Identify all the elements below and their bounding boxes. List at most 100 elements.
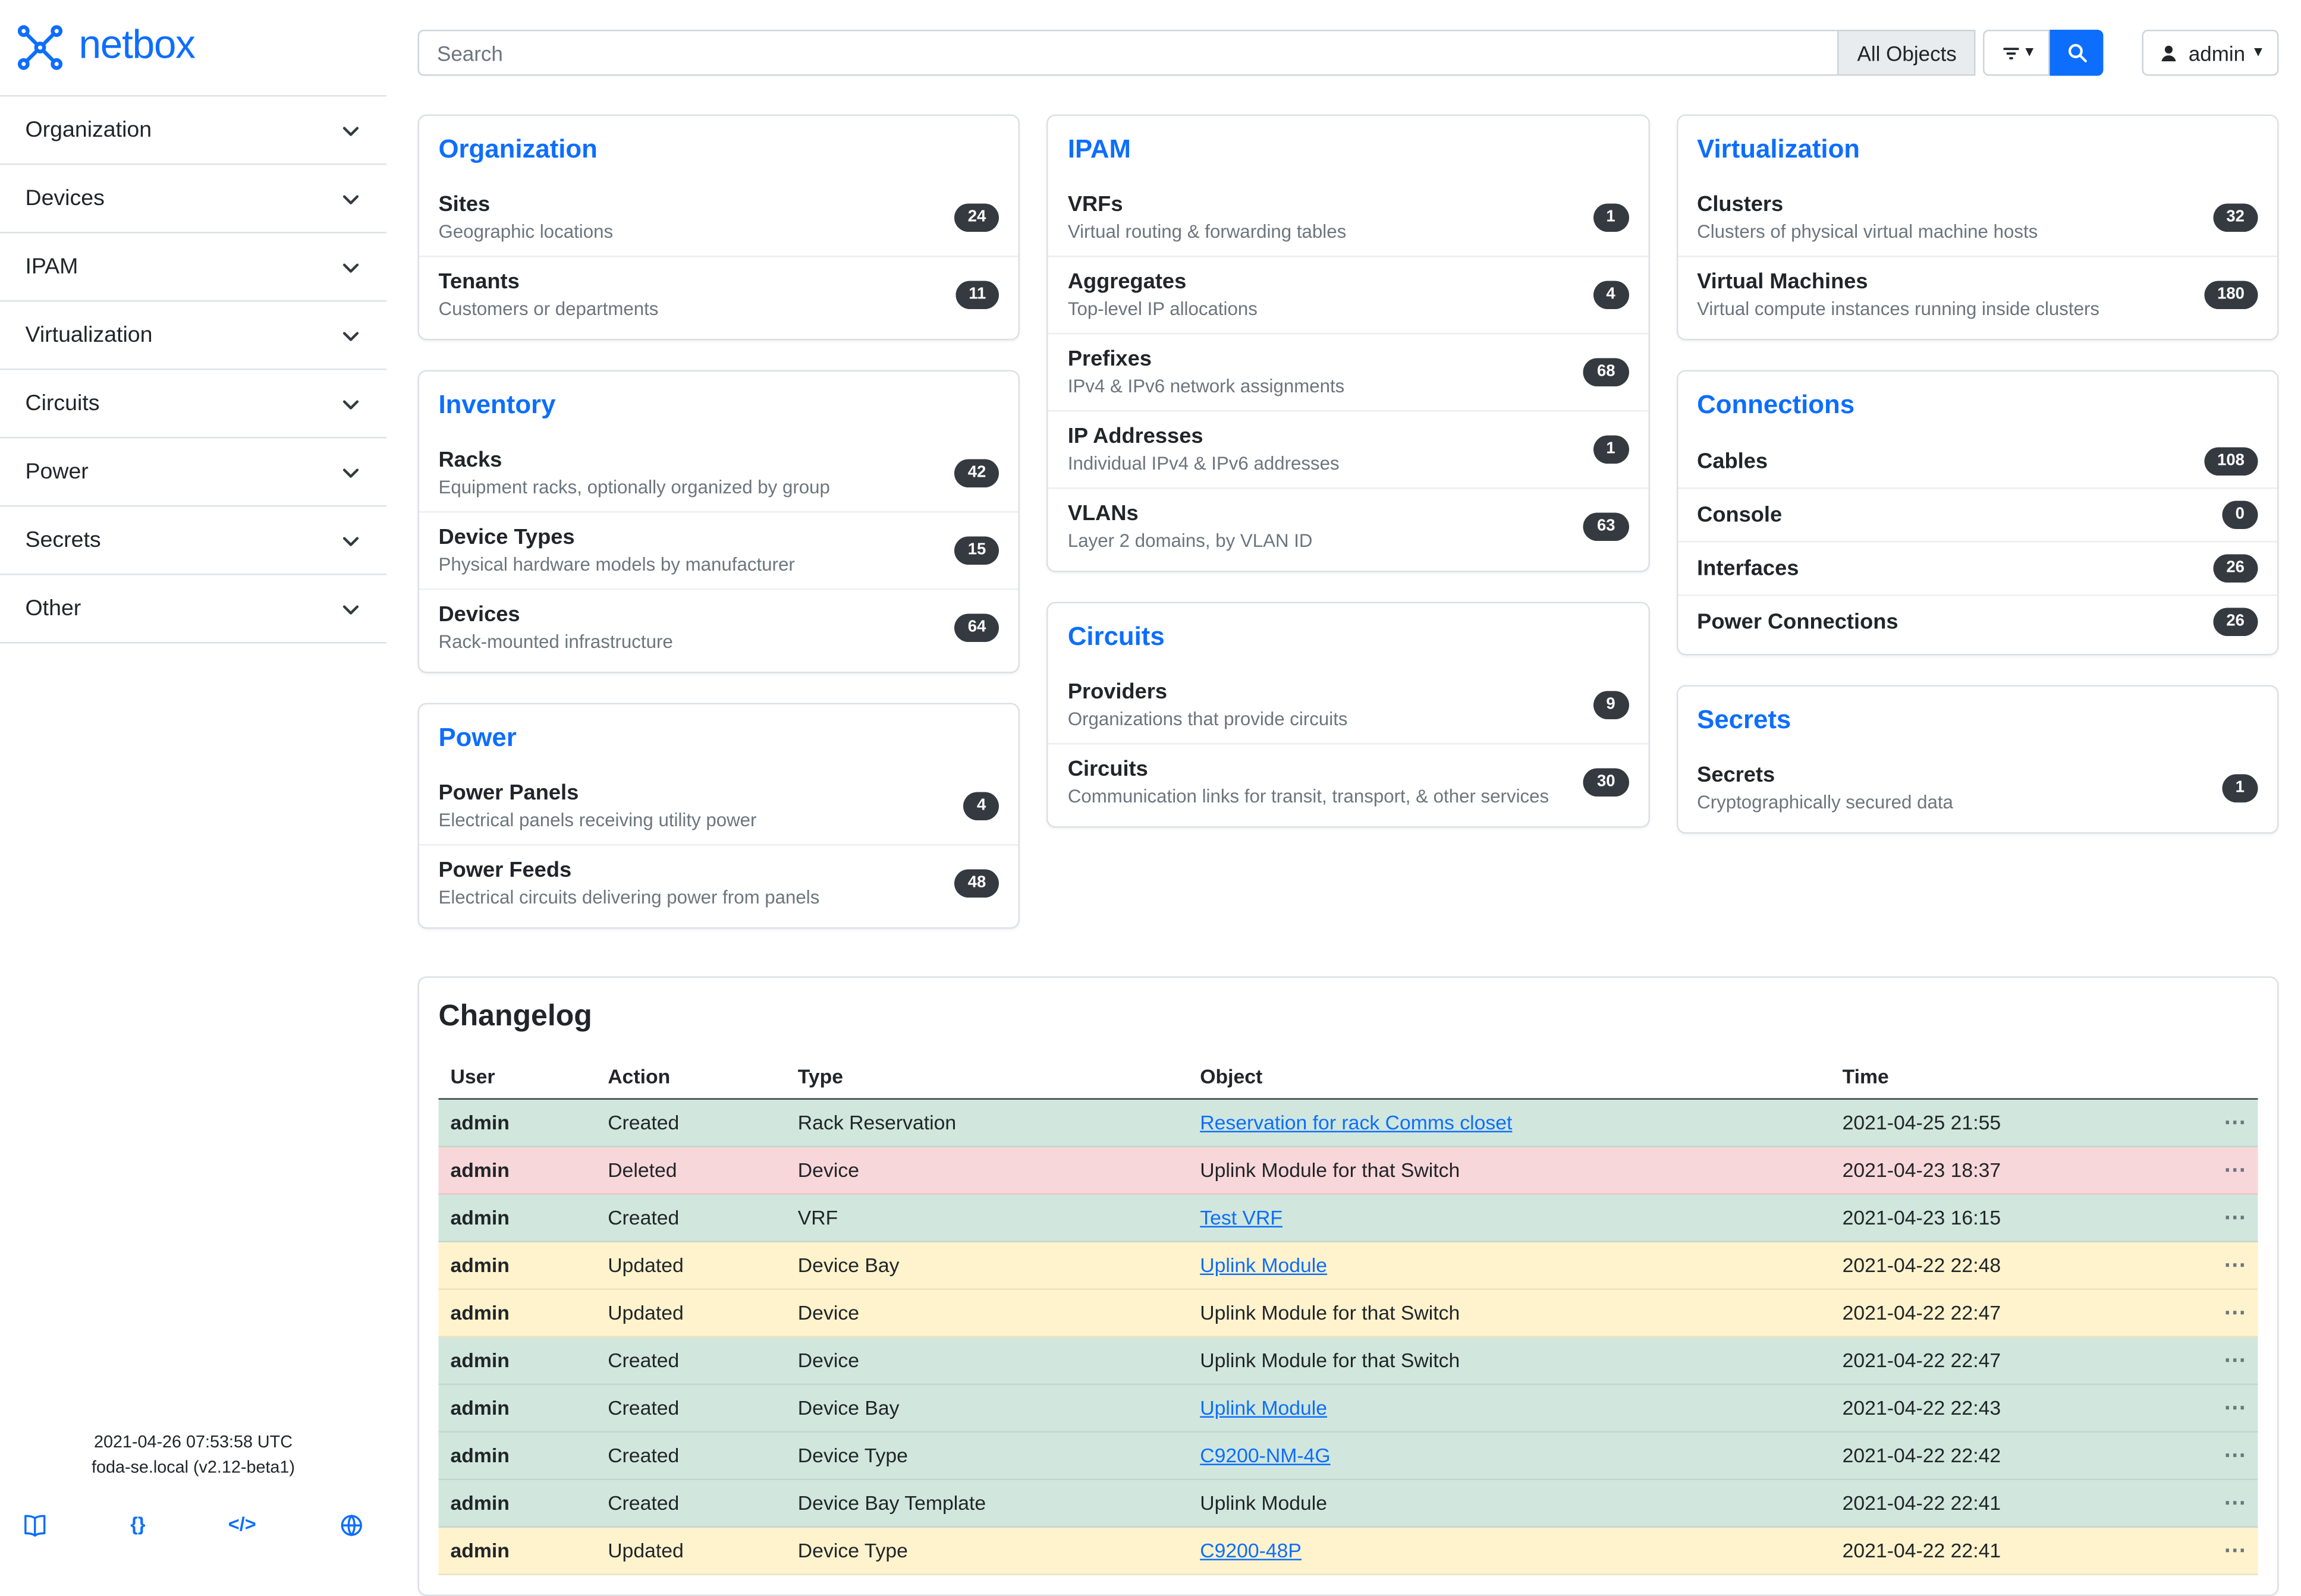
count-badge[interactable]: 108 [2204, 448, 2258, 476]
log-type: Device Type [786, 1527, 1188, 1575]
row-actions-ellipsis-button[interactable]: ⋯ [2224, 1302, 2246, 1324]
changelog-title: Changelog [439, 1000, 2258, 1056]
item-link-device-types[interactable]: Device Types [439, 526, 795, 550]
changelog-row: admin Deleted Device Uplink Module for t… [439, 1147, 2258, 1194]
item-link-circuits[interactable]: Circuits [1068, 758, 1549, 782]
count-badge[interactable]: 24 [954, 204, 999, 232]
item-link-prefixes[interactable]: Prefixes [1068, 348, 1345, 372]
list-item: Secrets Cryptographically secured data 1 [1678, 751, 2277, 827]
row-actions-ellipsis-button[interactable]: ⋯ [2224, 1444, 2246, 1467]
item-link-vrfs[interactable]: VRFs [1068, 193, 1346, 217]
count-badge[interactable]: 63 [1584, 513, 1629, 542]
count-badge[interactable]: 0 [2222, 501, 2258, 530]
list-item: Clusters Clusters of physical virtual ma… [1678, 180, 2277, 256]
count-badge[interactable]: 48 [954, 870, 999, 898]
search-input[interactable] [418, 30, 1840, 76]
sidebar-item-power[interactable]: Power [0, 439, 386, 507]
log-action: Created [596, 1479, 786, 1527]
row-actions-ellipsis-button[interactable]: ⋯ [2224, 1397, 2246, 1419]
count-badge[interactable]: 4 [1593, 281, 1629, 310]
list-item: Devices Rack-mounted infrastructure 64 [419, 588, 1019, 666]
item-link-console[interactable]: Console [1697, 503, 1782, 527]
sidebar-item-secrets[interactable]: Secrets [0, 507, 386, 575]
count-badge[interactable]: 180 [2204, 281, 2258, 310]
count-badge[interactable]: 30 [1584, 769, 1629, 797]
changelog-row: admin Created Device Bay Template Uplink… [439, 1479, 2258, 1527]
row-actions-ellipsis-button[interactable]: ⋯ [2224, 1540, 2246, 1562]
item-link-cables[interactable]: Cables [1697, 449, 1768, 473]
sidebar-item-label: Other [26, 596, 81, 622]
list-item: Cables 108 [1678, 436, 2277, 488]
rest-api-braces-icon[interactable]: {} [130, 1511, 145, 1539]
count-badge[interactable]: 1 [1593, 436, 1629, 464]
item-link-vlans[interactable]: VLANs [1068, 502, 1313, 526]
search-submit-button[interactable] [2050, 30, 2104, 76]
object-link[interactable]: C9200-NM-4G [1200, 1444, 1330, 1467]
count-badge[interactable]: 32 [2213, 204, 2258, 232]
code-icon[interactable]: </> [228, 1511, 256, 1539]
count-badge[interactable]: 1 [1593, 204, 1629, 232]
user-menu-button[interactable]: admin ▾ [2142, 30, 2278, 76]
row-actions-ellipsis-button[interactable]: ⋯ [2224, 1492, 2246, 1515]
brand[interactable]: netbox [0, 0, 386, 95]
row-actions-ellipsis-button[interactable]: ⋯ [2224, 1207, 2246, 1229]
card-secrets: Secrets Secrets Cryptographically secure… [1676, 685, 2278, 834]
log-actions-cell: ⋯ [2201, 1479, 2258, 1527]
object-link[interactable]: C9200-48P [1200, 1540, 1302, 1562]
count-badge[interactable]: 68 [1584, 358, 1629, 387]
col-header-time: Time [1831, 1055, 2202, 1099]
count-badge[interactable]: 9 [1593, 691, 1629, 720]
changelog-row: admin Created Device Type C9200-NM-4G 20… [439, 1432, 2258, 1479]
count-badge[interactable]: 26 [2213, 555, 2258, 583]
count-badge[interactable]: 64 [954, 614, 999, 643]
item-link-secrets[interactable]: Secrets [1697, 764, 1953, 788]
item-link-power-panels[interactable]: Power Panels [439, 782, 757, 805]
object-link[interactable]: Uplink Module [1200, 1397, 1327, 1419]
object-link[interactable]: Test VRF [1200, 1207, 1282, 1229]
filter-button[interactable]: ▾ [1983, 30, 2051, 76]
sidebar-item-organization[interactable]: Organization [0, 97, 386, 165]
item-link-virtual-machines[interactable]: Virtual Machines [1697, 270, 2099, 294]
count-badge[interactable]: 15 [954, 537, 999, 565]
count-badge[interactable]: 11 [955, 281, 999, 310]
item-link-aggregates[interactable]: Aggregates [1068, 270, 1258, 294]
sidebar-item-circuits[interactable]: Circuits [0, 370, 386, 439]
cards-column-1: Organization Sites Geographic locations … [418, 115, 1020, 929]
item-link-providers[interactable]: Providers [1068, 681, 1348, 704]
item-link-devices[interactable]: Devices [439, 603, 673, 627]
log-user: admin [439, 1432, 596, 1479]
object-link[interactable]: Uplink Module [1200, 1254, 1327, 1277]
row-actions-ellipsis-button[interactable]: ⋯ [2224, 1254, 2246, 1277]
log-time: 2021-04-22 22:41 [1831, 1527, 2202, 1575]
log-type: Device Bay [786, 1384, 1188, 1432]
item-link-tenants[interactable]: Tenants [439, 270, 659, 294]
item-link-power-feeds[interactable]: Power Feeds [439, 859, 820, 883]
log-user: admin [439, 1337, 596, 1384]
item-link-ip-addresses[interactable]: IP Addresses [1068, 425, 1340, 449]
count-badge[interactable]: 4 [964, 792, 999, 821]
object-link[interactable]: Reservation for rack Comms closet [1200, 1112, 1512, 1134]
docs-book-icon[interactable] [23, 1512, 48, 1538]
item-link-sites[interactable]: Sites [439, 193, 614, 217]
sidebar-item-virtualization[interactable]: Virtualization [0, 302, 386, 370]
sidebar-item-ipam[interactable]: IPAM [0, 234, 386, 302]
row-actions-ellipsis-button[interactable]: ⋯ [2224, 1112, 2246, 1134]
row-actions-ellipsis-button[interactable]: ⋯ [2224, 1349, 2246, 1372]
count-badge[interactable]: 42 [954, 459, 999, 488]
item-link-interfaces[interactable]: Interfaces [1697, 556, 1799, 580]
object-scope-button[interactable]: All Objects [1840, 30, 1976, 76]
item-link-power-connections[interactable]: Power Connections [1697, 610, 1898, 634]
globe-icon[interactable] [339, 1512, 364, 1538]
sidebar-item-devices[interactable]: Devices [0, 165, 386, 234]
item-link-clusters[interactable]: Clusters [1697, 193, 2038, 217]
count-badge[interactable]: 1 [2222, 775, 2258, 803]
log-object: Uplink Module [1188, 1384, 1830, 1432]
log-type: Rack Reservation [786, 1099, 1188, 1147]
topbar: All Objects ▾ admin [418, 30, 2279, 76]
item-link-racks[interactable]: Racks [439, 449, 830, 473]
count-badge[interactable]: 26 [2213, 608, 2258, 637]
item-text: Power Feeds Electrical circuits deliveri… [439, 859, 820, 908]
item-desc: Organizations that provide circuits [1068, 709, 1348, 730]
row-actions-ellipsis-button[interactable]: ⋯ [2224, 1159, 2246, 1182]
sidebar-item-other[interactable]: Other [0, 575, 386, 644]
